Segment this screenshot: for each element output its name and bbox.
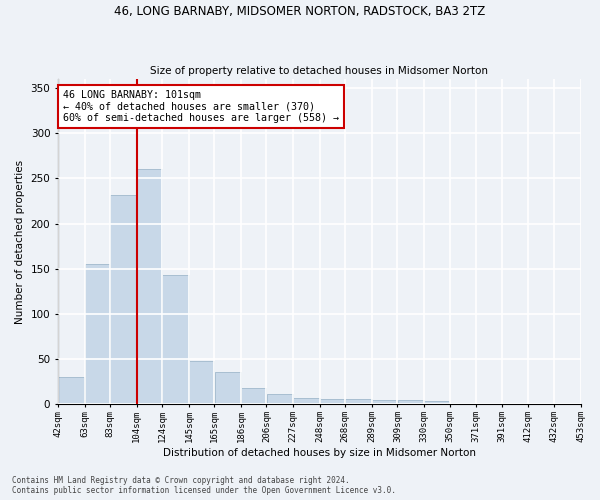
Bar: [137, 170, 162, 404]
Bar: [215, 372, 241, 404]
Bar: [189, 361, 214, 404]
Bar: [346, 398, 372, 404]
Text: Contains HM Land Registry data © Crown copyright and database right 2024.
Contai: Contains HM Land Registry data © Crown c…: [12, 476, 396, 495]
Bar: [266, 394, 293, 404]
Bar: [320, 398, 345, 404]
Bar: [372, 400, 397, 404]
Bar: [241, 388, 266, 404]
Text: 46, LONG BARNABY, MIDSOMER NORTON, RADSTOCK, BA3 2TZ: 46, LONG BARNABY, MIDSOMER NORTON, RADST…: [115, 5, 485, 18]
Title: Size of property relative to detached houses in Midsomer Norton: Size of property relative to detached ho…: [150, 66, 488, 76]
Bar: [581, 400, 600, 404]
Y-axis label: Number of detached properties: Number of detached properties: [15, 160, 25, 324]
Text: 46 LONG BARNABY: 101sqm
← 40% of detached houses are smaller (370)
60% of semi-d: 46 LONG BARNABY: 101sqm ← 40% of detache…: [63, 90, 339, 123]
Bar: [398, 400, 424, 404]
Bar: [424, 400, 449, 404]
X-axis label: Distribution of detached houses by size in Midsomer Norton: Distribution of detached houses by size …: [163, 448, 476, 458]
Bar: [85, 264, 110, 404]
Bar: [58, 377, 85, 404]
Bar: [110, 194, 137, 404]
Bar: [163, 275, 189, 404]
Bar: [293, 398, 320, 404]
